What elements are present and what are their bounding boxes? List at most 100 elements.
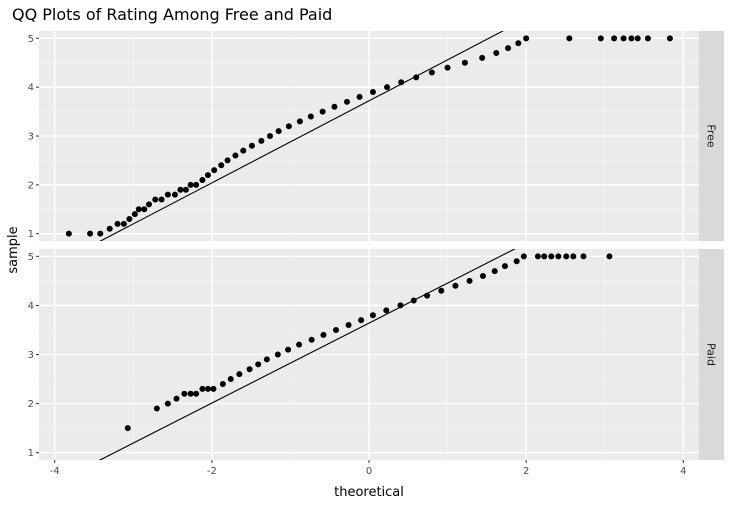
y-axis-title: sample (6, 226, 21, 273)
qq-point (606, 253, 613, 260)
qq-point (345, 322, 352, 329)
qq-reference-line (99, 31, 504, 241)
qq-point (114, 220, 121, 227)
x-axis-title: theoretical (334, 485, 404, 500)
y-tick-label: 2 (28, 180, 34, 191)
qq-point (398, 79, 405, 86)
qq-point (232, 152, 239, 159)
qq-point (461, 59, 468, 66)
qq-point (438, 287, 445, 294)
panels-layer: 1 2 3 4 5 Free 1 2 3 4 5 Paid (28, 31, 724, 460)
qq-reference-line (98, 249, 516, 460)
qq-point (193, 181, 200, 188)
qq-point (566, 35, 573, 42)
facet-strip-label: Free (705, 124, 718, 148)
qq-point (182, 186, 189, 193)
chart-title: QQ Plots of Rating Among Free and Paid (12, 5, 332, 24)
qq-point (384, 84, 391, 91)
qq-point (124, 425, 131, 432)
x-tick-label: 0 (366, 466, 372, 477)
qq-point (307, 113, 314, 120)
qq-point (199, 385, 206, 392)
qq-point (493, 49, 500, 56)
qq-point (211, 167, 218, 174)
facet-panel-free: 1 2 3 4 5 Free (28, 31, 724, 241)
qq-point (97, 230, 104, 237)
qq-point (424, 292, 431, 299)
qq-point (164, 400, 171, 407)
qq-point (187, 181, 194, 188)
qq-point (146, 201, 152, 208)
qq-point (246, 366, 253, 373)
qq-point (275, 128, 282, 135)
qq-point (171, 191, 178, 198)
qq-point (65, 230, 72, 237)
qq-point (263, 356, 270, 363)
y-tick-label: 1 (28, 229, 34, 240)
qq-point (135, 206, 142, 213)
x-tick-label: 2 (523, 466, 529, 477)
qq-point (285, 346, 292, 353)
y-tick-label: 2 (28, 399, 34, 410)
qq-point (218, 162, 225, 169)
qq-point (236, 371, 243, 378)
qq-point (158, 196, 165, 203)
qq-point (611, 35, 618, 42)
qq-point (555, 253, 562, 260)
qq-point (634, 35, 641, 42)
qq-point (204, 172, 211, 179)
qq-point (319, 108, 326, 115)
y-tick-label: 4 (28, 83, 34, 94)
qq-point (177, 186, 184, 193)
qq-point (210, 385, 217, 392)
qq-point (199, 176, 206, 183)
qq-point (333, 326, 339, 333)
qq-point (452, 282, 459, 289)
x-tick-label: 4 (680, 466, 686, 477)
qq-point (219, 380, 226, 387)
y-tick-label: 3 (28, 132, 34, 143)
qq-point (513, 258, 520, 265)
qq-point (563, 253, 570, 260)
x-tick-label: -2 (207, 466, 217, 477)
qq-point (413, 74, 420, 81)
qq-point (164, 191, 171, 198)
qq-point (358, 317, 365, 324)
qq-point (248, 142, 255, 149)
qq-point (597, 35, 604, 42)
qq-point (173, 395, 180, 402)
qq-point (505, 45, 512, 52)
qq-point (274, 351, 281, 358)
qq-point (120, 220, 127, 227)
qq-point (141, 206, 148, 213)
x-tick-label: -4 (50, 466, 60, 477)
qq-point (501, 263, 508, 270)
qq-point (152, 196, 159, 203)
qq-point (187, 390, 194, 397)
qq-point (131, 211, 138, 218)
qq-point (369, 312, 376, 319)
qq-point (193, 390, 200, 397)
qq-point (397, 302, 404, 309)
qq-point (204, 385, 211, 392)
qq-point (479, 272, 486, 279)
qq-point (644, 35, 651, 42)
qq-point (181, 390, 188, 397)
qq-point (258, 137, 265, 144)
qq-point (548, 253, 555, 260)
y-tick-label: 4 (28, 301, 34, 312)
facet-strip (699, 31, 724, 241)
qq-point (356, 93, 363, 100)
y-tick-label: 3 (28, 350, 34, 361)
qq-point (240, 147, 247, 154)
qq-point (479, 54, 486, 61)
qq-point (570, 253, 577, 260)
qq-point (515, 40, 522, 47)
qq-point (227, 376, 234, 383)
qq-point (410, 297, 417, 304)
qq-point (296, 118, 303, 125)
qq-point (541, 253, 548, 260)
qq-point (224, 157, 231, 164)
qq-point (308, 336, 315, 343)
